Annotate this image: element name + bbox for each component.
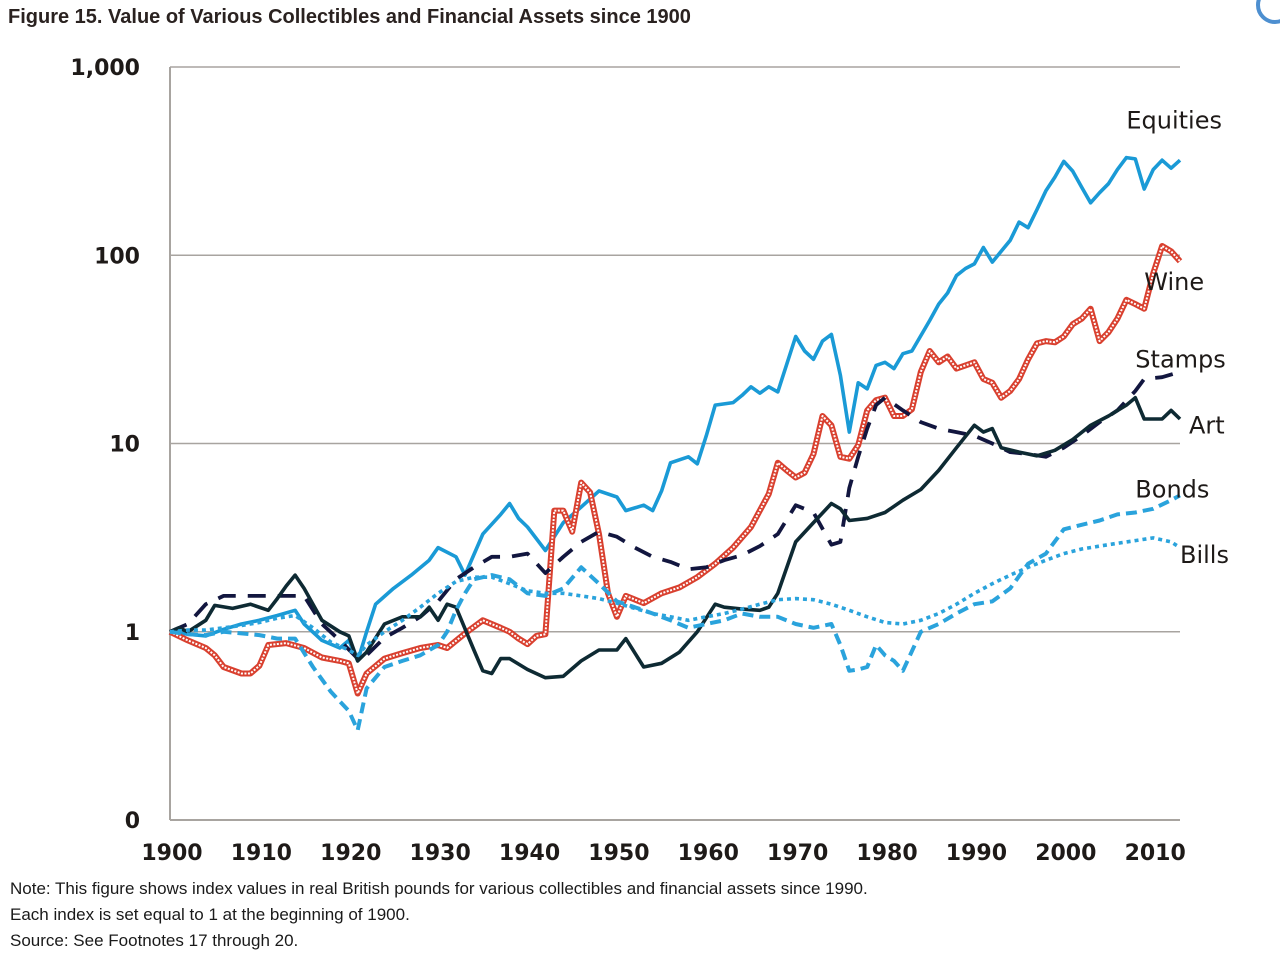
x-tick-label: 1900 (141, 841, 202, 866)
series-label-art: Art (1189, 411, 1225, 439)
x-tick-label: 1980 (856, 841, 917, 866)
x-tick-label: 2000 (1035, 841, 1096, 866)
x-tick-label: 1970 (767, 841, 828, 866)
series-labels: Equities Wine Stamps Art Bonds Bills (1126, 106, 1229, 569)
series-line-wine (168, 243, 1183, 697)
gridlines (170, 66, 1180, 821)
series-line-bonds (169, 493, 1181, 733)
y-tick-label: 1 (125, 621, 140, 646)
x-tick-label: 1930 (410, 841, 471, 866)
axes (169, 67, 1180, 821)
x-tick-label: 1940 (499, 841, 560, 866)
series-line-bills (169, 536, 1181, 658)
note-line: Note: This figure shows index values in … (10, 879, 868, 898)
note-line: Each index is set equal to 1 at the begi… (10, 905, 410, 924)
x-tick-label: 1960 (678, 841, 739, 866)
y-tick-label: 1,000 (70, 56, 140, 81)
y-tick-label: 10 (109, 433, 140, 458)
series-line-stamps (169, 370, 1181, 661)
x-tick-label: 1950 (588, 841, 649, 866)
x-tick-label: 2010 (1125, 841, 1186, 866)
series-line-art (169, 395, 1182, 680)
x-tick-label: 1910 (231, 841, 292, 866)
series-label-bills: Bills (1180, 541, 1229, 569)
figure-notes: Note: This figure shows index values in … (10, 876, 868, 954)
y-tick-label: 100 (94, 244, 140, 269)
series-label-bonds: Bonds (1135, 475, 1209, 503)
x-tick-label: 1920 (320, 841, 381, 866)
figure-title: Figure 15. Value of Various Collectibles… (8, 6, 691, 28)
y-tick-label: 0 (125, 809, 140, 834)
series-label-equities: Equities (1126, 106, 1222, 134)
series-lines (168, 155, 1183, 733)
source-line: Source: See Footnotes 17 through 20. (10, 931, 299, 950)
series-line-equities (169, 155, 1182, 663)
series-label-wine: Wine (1144, 268, 1204, 296)
x-tick-labels: 1900 1910 1920 1930 1940 1950 1960 1970 1980 1990… (141, 841, 1185, 866)
corner-decoration (1256, 0, 1280, 24)
series-line-wine-inner (169, 245, 1181, 695)
series-label-stamps: Stamps (1135, 345, 1225, 373)
x-tick-label: 1990 (946, 841, 1007, 866)
